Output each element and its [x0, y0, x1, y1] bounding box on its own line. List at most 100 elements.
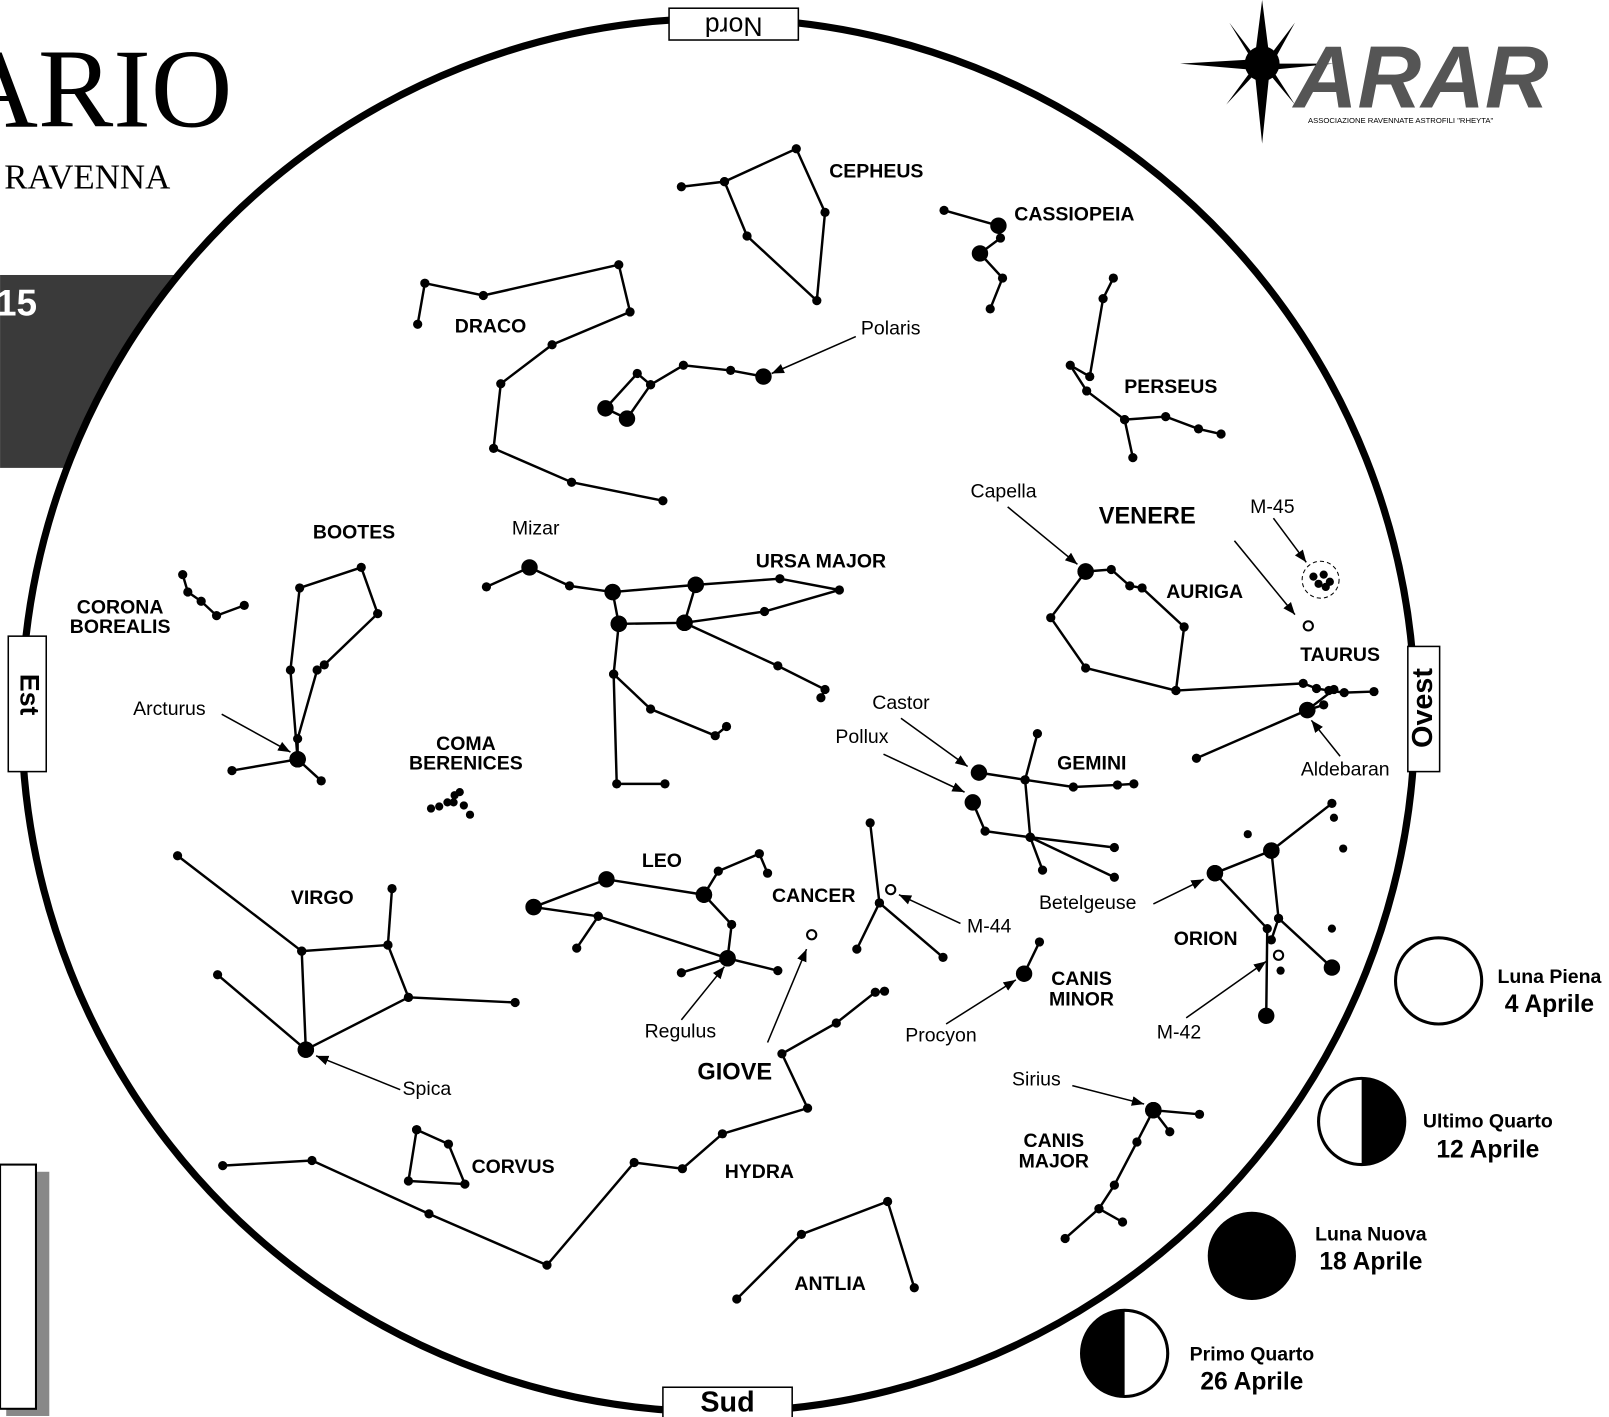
star — [755, 368, 771, 384]
star — [875, 898, 884, 907]
constellation-label: CEPHEUS — [829, 161, 923, 183]
constellation-label: CANIS — [1024, 1130, 1085, 1152]
star — [1324, 959, 1340, 975]
star — [880, 987, 889, 996]
object-label: Mizar — [512, 518, 560, 540]
star — [496, 379, 505, 388]
star — [1339, 844, 1347, 852]
star — [1061, 1234, 1070, 1243]
north-label: Nord — [705, 12, 763, 42]
star — [1109, 273, 1118, 282]
star — [1110, 843, 1119, 852]
star — [479, 291, 488, 300]
constellation-label: BOOTES — [313, 522, 395, 544]
star — [413, 320, 422, 329]
star — [1038, 865, 1047, 874]
star — [427, 804, 435, 812]
star — [773, 661, 782, 670]
object-label: Polaris — [861, 318, 921, 340]
star — [404, 993, 413, 1002]
object-label: M-45 — [1250, 496, 1295, 518]
star — [820, 685, 829, 694]
star — [1145, 1102, 1161, 1118]
star — [604, 584, 620, 600]
star — [763, 869, 772, 878]
star — [1194, 424, 1203, 433]
star — [797, 1230, 806, 1239]
star — [820, 208, 829, 217]
star — [1299, 702, 1315, 718]
star — [1319, 700, 1328, 709]
constellation-label: BERENICES — [409, 753, 523, 775]
planet-label: GIOVE — [697, 1059, 772, 1085]
star — [1046, 613, 1055, 622]
constellation-label: HYDRA — [725, 1161, 794, 1183]
object-label: Betelgeuse — [1039, 892, 1137, 914]
south-label: Sud — [700, 1386, 754, 1417]
star — [598, 871, 614, 887]
star — [1329, 685, 1338, 694]
star — [1171, 686, 1180, 695]
moon-new — [1208, 1212, 1296, 1300]
star — [466, 811, 474, 819]
star — [1085, 372, 1094, 381]
star — [1192, 754, 1201, 763]
constellation-label: GEMINI — [1057, 753, 1126, 775]
moon-phase: Ultimo Quarto — [1423, 1111, 1553, 1133]
constellation-label: PERSEUS — [1124, 376, 1217, 398]
object-label: Aldebaran — [1301, 759, 1390, 781]
star — [197, 597, 206, 606]
star — [718, 1129, 727, 1138]
page: ARIO RAVENNA 15 ARAR ASSOCIAZIONE RAVENN… — [0, 0, 1609, 1417]
star — [722, 722, 731, 731]
star — [658, 496, 667, 505]
side-box — [0, 1165, 36, 1409]
constellation-label: MAJOR — [1019, 1151, 1089, 1173]
star — [307, 1156, 316, 1165]
star — [1107, 565, 1116, 574]
object-label: Regulus — [645, 1020, 717, 1042]
star — [832, 1018, 841, 1027]
star — [760, 607, 769, 616]
star — [1267, 935, 1276, 944]
object-label: Procyon — [905, 1024, 976, 1046]
star — [542, 1261, 551, 1270]
header-year: 15 — [0, 283, 37, 324]
star — [1299, 679, 1308, 688]
cluster-star — [1320, 570, 1328, 578]
star — [660, 779, 669, 788]
star — [1110, 1180, 1119, 1189]
star — [866, 818, 875, 827]
star — [812, 296, 821, 305]
star — [412, 1125, 421, 1134]
star — [1110, 873, 1119, 882]
star — [677, 182, 686, 191]
star — [178, 570, 187, 579]
star — [357, 563, 366, 572]
star — [773, 966, 782, 975]
star — [742, 231, 751, 240]
star — [775, 574, 784, 583]
logo-name: ARAR — [1292, 27, 1549, 126]
star — [183, 587, 192, 596]
star — [720, 177, 729, 186]
star — [816, 693, 825, 702]
star — [1125, 581, 1134, 590]
star — [619, 410, 635, 426]
sky-circle — [22, 18, 1415, 1411]
constellation-label: DRACO — [455, 315, 526, 337]
star — [714, 867, 723, 876]
star — [609, 670, 618, 679]
constellation-label: CANIS — [1051, 968, 1112, 990]
star — [1069, 782, 1078, 791]
star — [511, 998, 520, 1007]
star — [383, 940, 392, 949]
star — [404, 1176, 413, 1185]
star — [1340, 688, 1349, 697]
star — [565, 581, 574, 590]
star — [1137, 583, 1146, 592]
star — [1161, 412, 1170, 421]
constellation-label: MINOR — [1049, 989, 1114, 1011]
cluster-star — [1309, 573, 1317, 581]
star — [711, 731, 720, 740]
